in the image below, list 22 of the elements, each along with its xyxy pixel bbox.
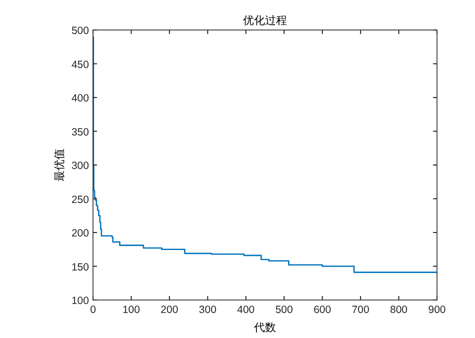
y-tick-label: 200 — [71, 228, 90, 240]
y-tick-label: 300 — [71, 160, 90, 172]
x-tick-label: 400 — [237, 304, 255, 316]
x-tick-label: 600 — [314, 304, 332, 316]
x-tick-label: 900 — [428, 304, 446, 316]
chart-title: 优化过程 — [243, 14, 287, 27]
y-tick-label: 400 — [71, 92, 90, 104]
x-tick-label: 500 — [275, 304, 294, 316]
y-tick-label: 450 — [71, 58, 90, 71]
x-axis-title: 代数 — [253, 322, 276, 334]
x-tick-label: 700 — [352, 304, 370, 316]
x-tick-label: 0 — [90, 304, 96, 316]
x-tick-label: 300 — [198, 304, 217, 316]
x-tick-label: 800 — [390, 304, 408, 316]
y-axis-title: 最优值 — [54, 148, 66, 182]
y-tick-label: 100 — [71, 295, 90, 307]
y-tick-label: 150 — [71, 261, 90, 274]
x-tick-label: 200 — [160, 304, 178, 316]
x-tick-label: 100 — [122, 304, 140, 316]
y-tick-label: 250 — [71, 194, 90, 206]
y-tick-label: 350 — [71, 126, 90, 138]
y-tick-label: 500 — [71, 25, 90, 37]
